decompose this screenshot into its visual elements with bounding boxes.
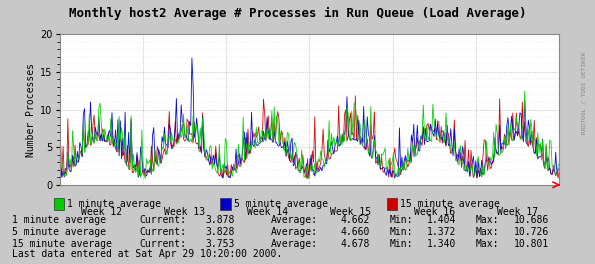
Text: 10.686: 10.686 bbox=[513, 215, 549, 225]
Text: Week 17: Week 17 bbox=[497, 208, 538, 217]
Text: Average:: Average: bbox=[271, 215, 318, 225]
Text: Week 15: Week 15 bbox=[330, 208, 372, 217]
Text: Average:: Average: bbox=[271, 227, 318, 237]
Text: Min:: Min: bbox=[390, 239, 413, 249]
Text: Min:: Min: bbox=[390, 227, 413, 237]
Text: Average:: Average: bbox=[271, 239, 318, 249]
Text: 15 minute average: 15 minute average bbox=[12, 239, 112, 249]
Text: 15 minute average: 15 minute average bbox=[400, 199, 500, 209]
Text: 1.340: 1.340 bbox=[427, 239, 456, 249]
Text: 5 minute average: 5 minute average bbox=[12, 227, 106, 237]
Text: Max:: Max: bbox=[476, 227, 499, 237]
Text: 1 minute average: 1 minute average bbox=[12, 215, 106, 225]
Text: Week 13: Week 13 bbox=[164, 208, 205, 217]
Text: 4.678: 4.678 bbox=[340, 239, 369, 249]
Text: RRDTOOL / TOBI OETIKER: RRDTOOL / TOBI OETIKER bbox=[582, 51, 587, 134]
Text: 10.801: 10.801 bbox=[513, 239, 549, 249]
Text: 1 minute average: 1 minute average bbox=[67, 199, 161, 209]
Text: Current:: Current: bbox=[140, 215, 187, 225]
Text: Max:: Max: bbox=[476, 239, 499, 249]
Text: Current:: Current: bbox=[140, 227, 187, 237]
Text: Current:: Current: bbox=[140, 239, 187, 249]
Text: 10.726: 10.726 bbox=[513, 227, 549, 237]
Text: 4.660: 4.660 bbox=[340, 227, 369, 237]
Text: Min:: Min: bbox=[390, 215, 413, 225]
Text: 3.878: 3.878 bbox=[205, 215, 234, 225]
Text: 1.372: 1.372 bbox=[427, 227, 456, 237]
Text: 5 minute average: 5 minute average bbox=[234, 199, 328, 209]
Text: 1.404: 1.404 bbox=[427, 215, 456, 225]
Text: Monthly host2 Average # Processes in Run Queue (Load Average): Monthly host2 Average # Processes in Run… bbox=[69, 7, 526, 20]
Text: Last data entered at Sat Apr 29 10:20:00 2000.: Last data entered at Sat Apr 29 10:20:00… bbox=[12, 249, 282, 259]
Text: Week 16: Week 16 bbox=[414, 208, 455, 217]
Y-axis label: Number Processes: Number Processes bbox=[26, 63, 36, 157]
Text: Max:: Max: bbox=[476, 215, 499, 225]
Text: 3.828: 3.828 bbox=[205, 227, 234, 237]
Text: 3.753: 3.753 bbox=[205, 239, 234, 249]
Text: Week 14: Week 14 bbox=[247, 208, 289, 217]
Text: Week 12: Week 12 bbox=[80, 208, 122, 217]
Text: 4.662: 4.662 bbox=[340, 215, 369, 225]
